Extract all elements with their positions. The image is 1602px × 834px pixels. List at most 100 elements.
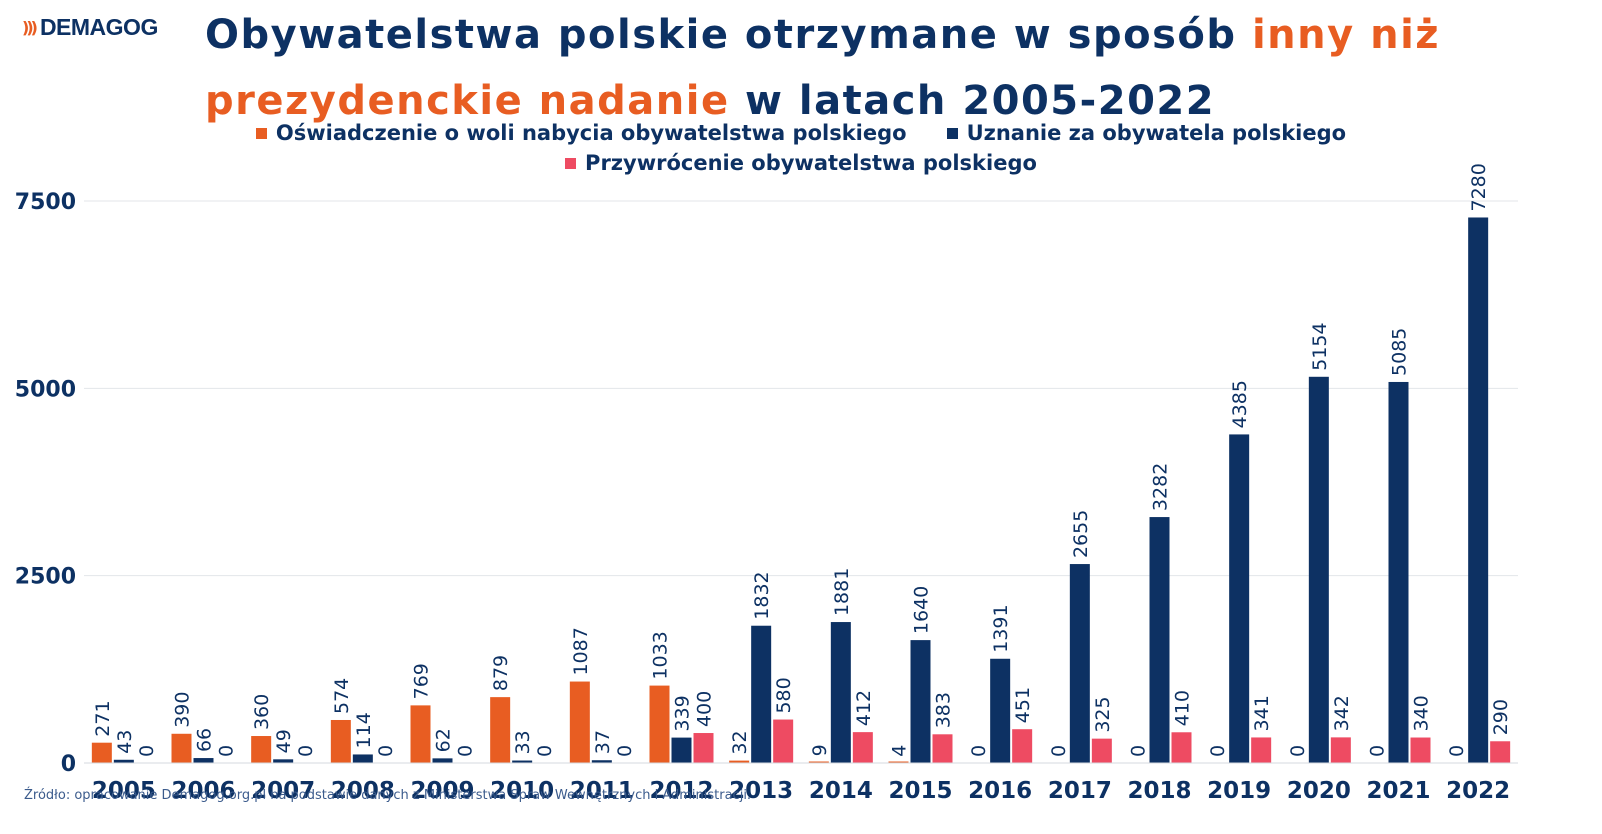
legend-label-uznanie: Uznanie za obywatela polskiego [966,121,1347,145]
data-label-2010-series-3: 0 [534,745,556,757]
data-label-2020-series-3: 342 [1331,695,1353,731]
logo-waves-icon: ))) [22,18,38,37]
bar-2015-series-1 [888,761,909,763]
bar-2022-series-2 [1468,217,1489,763]
bar-2020-series-3 [1330,737,1351,763]
x-tick-label-2011: 2011 [570,778,634,804]
bar-2008-series-2 [352,754,373,763]
bar-2007-series-1 [251,736,272,763]
bar-2018-series-3 [1171,732,1192,763]
data-label-2008-series-3: 0 [375,745,397,757]
bar-2013-series-2 [751,625,772,763]
x-tick-label-2016: 2016 [968,778,1032,804]
data-label-2011-series-2: 37 [592,730,614,754]
data-label-2014-series-3: 412 [853,690,875,726]
data-label-2013-series-1: 32 [729,730,751,754]
bar-2011-series-1 [569,681,590,763]
data-label-2019-series-1: 0 [1207,745,1229,757]
legend-row-1: Oświadczenie o woli nabycia obywatelstwa… [0,118,1602,148]
bar-2006-series-1 [171,733,192,763]
data-label-2016-series-1: 0 [968,745,990,757]
data-label-2010-series-2: 33 [512,730,534,754]
x-tick-label-2017: 2017 [1048,778,1112,804]
data-label-2014-series-1: 9 [809,744,831,756]
data-label-2015-series-3: 383 [933,692,955,728]
x-tick-label-2022: 2022 [1446,778,1510,804]
bar-2011-series-2 [591,760,612,763]
data-label-2022-series-3: 290 [1490,699,1512,735]
bar-2010-series-2 [512,760,533,763]
x-tick-label-2006: 2006 [171,778,235,804]
title-highlight: inny niż prezydenckie nadanie [205,12,1441,124]
y-tick-label-7500: 7500 [15,190,76,215]
data-label-2006-series-3: 0 [216,745,238,757]
bar-2022-series-3 [1490,741,1511,763]
bar-2010-series-1 [490,697,511,763]
bar-2014-series-2 [830,622,851,763]
data-label-2022-series-2: 7280 [1468,163,1490,211]
data-label-2012-series-3: 400 [694,691,716,727]
bar-2012-series-3 [693,733,714,763]
data-label-2017-series-2: 2655 [1070,510,1092,558]
legend-swatch-przywrocenie [565,157,577,169]
bar-2012-series-1 [649,685,670,763]
data-label-2017-series-1: 0 [1048,745,1070,757]
data-label-2018-series-1: 0 [1128,745,1150,757]
legend-row-2: Przywrócenie obywatelstwa polskiego [0,148,1602,178]
bar-2009-series-1 [410,705,431,763]
x-tick-label-2020: 2020 [1287,778,1351,804]
data-label-2019-series-2: 4385 [1229,380,1251,428]
y-tick-label-0: 0 [61,752,76,777]
chart-title: Obywatelstwa polskie otrzymane w sposób … [205,2,1525,134]
bar-2008-series-1 [330,719,351,763]
y-tick-label-2500: 2500 [15,565,76,590]
bar-2016-series-2 [990,658,1011,763]
legend-item-przywrocenie: Przywrócenie obywatelstwa polskiego [565,148,1037,178]
bar-2016-series-3 [1012,729,1033,763]
bar-2021-series-3 [1410,737,1431,763]
data-label-2013-series-2: 1832 [751,571,773,619]
data-label-2020-series-1: 0 [1287,745,1309,757]
demagog-logo: ))) DEMAGOG [22,14,158,41]
x-tick-label-2005: 2005 [92,778,156,804]
source-note: Źródło: opracowanie Demagog.org.pl na po… [24,788,752,803]
title-part-1: Obywatelstwa polskie otrzymane w sposób [205,12,1252,58]
x-tick-label-2012: 2012 [649,778,713,804]
bar-2007-series-2 [273,759,294,763]
data-label-2015-series-1: 4 [889,745,911,757]
data-label-2008-series-2: 114 [353,712,375,748]
data-label-2017-series-3: 325 [1092,696,1114,732]
chart-legend: Oświadczenie o woli nabycia obywatelstwa… [0,118,1602,178]
legend-swatch-oswiadczenie [255,127,267,139]
data-label-2011-series-1: 1087 [570,627,592,675]
bar-2017-series-3 [1091,738,1112,763]
bar-2015-series-3 [932,734,953,763]
data-label-2005-series-1: 271 [92,700,114,736]
data-label-2005-series-3: 0 [136,745,158,757]
bar-2013-series-3 [773,719,794,763]
data-label-2007-series-3: 0 [295,745,317,757]
data-label-2015-series-2: 1640 [911,586,933,634]
legend-swatch-uznanie [946,127,958,139]
data-label-2007-series-2: 49 [273,729,295,753]
data-label-2021-series-3: 340 [1411,695,1433,731]
bar-2019-series-2 [1229,434,1250,763]
bar-2019-series-3 [1251,737,1272,763]
data-label-2012-series-1: 1033 [650,631,672,679]
bar-2005-series-1 [91,742,112,763]
data-label-2006-series-2: 66 [194,728,216,752]
legend-item-oswiadczenie: Oświadczenie o woli nabycia obywatelstwa… [255,118,907,148]
x-tick-label-2009: 2009 [410,778,474,804]
data-label-2006-series-1: 390 [172,692,194,728]
x-tick-label-2010: 2010 [490,778,554,804]
data-label-2020-series-2: 5154 [1309,322,1331,370]
bar-2020-series-2 [1308,376,1329,763]
data-label-2021-series-2: 5085 [1389,328,1411,376]
data-label-2009-series-3: 0 [455,745,477,757]
title-part-2: w latach 2005-2022 [729,78,1216,124]
y-tick-label-5000: 5000 [15,377,76,402]
data-label-2021-series-1: 0 [1367,745,1389,757]
legend-label-przywrocenie: Przywrócenie obywatelstwa polskiego [585,151,1037,175]
bar-2006-series-2 [193,758,214,763]
